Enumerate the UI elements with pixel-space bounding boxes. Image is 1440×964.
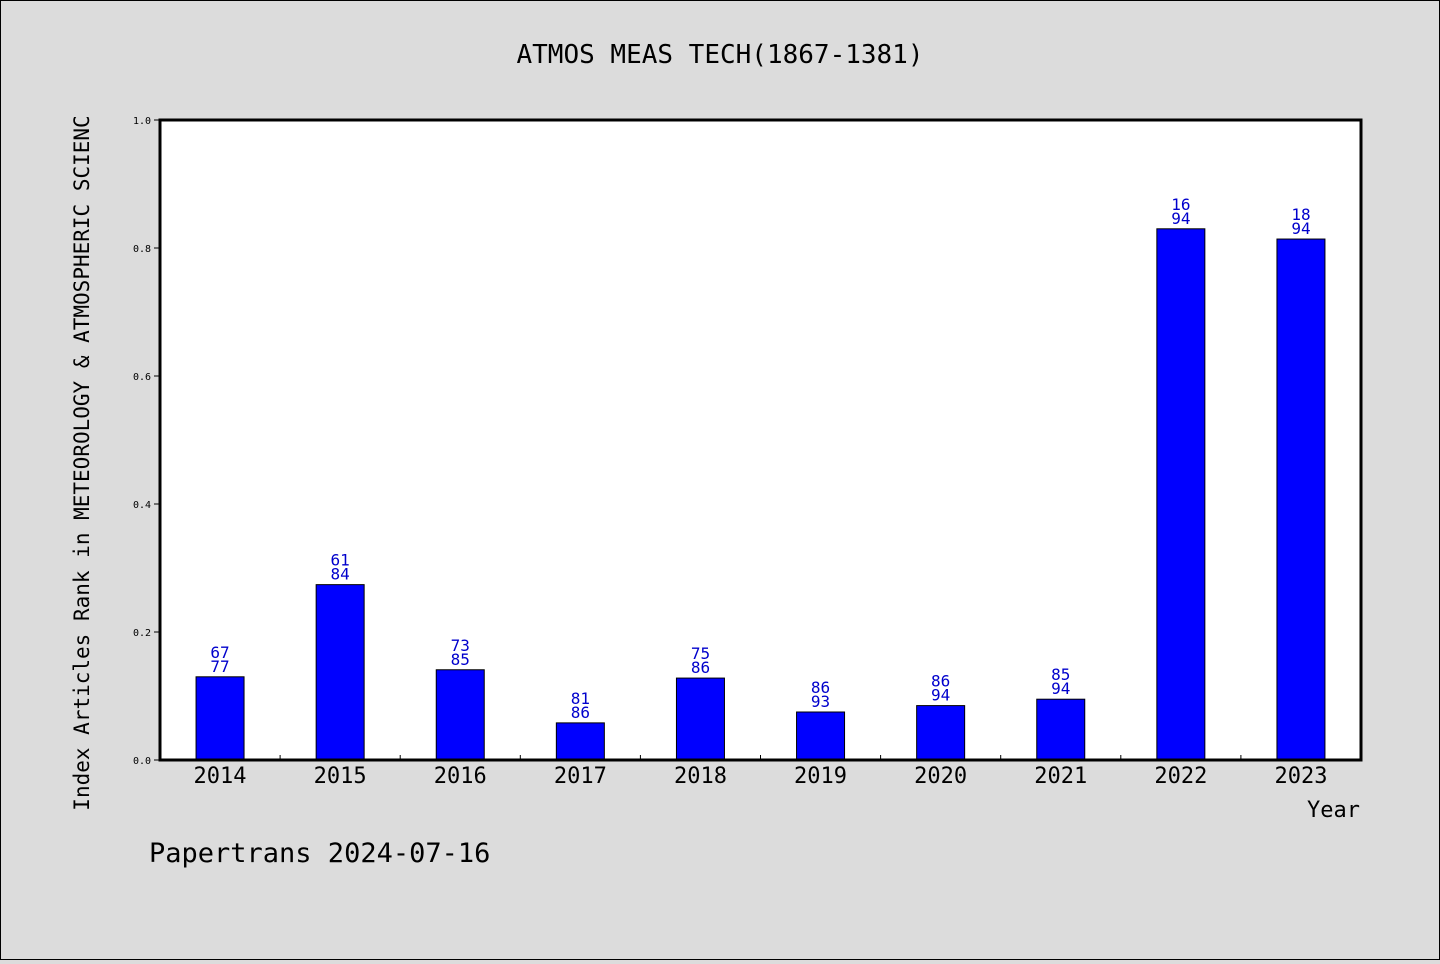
bar-label-top: 16 <box>1171 195 1190 214</box>
bar-label-bottom: 94 <box>931 686 950 705</box>
bar-label-bottom: 94 <box>1291 219 1310 238</box>
bar-2015 <box>315 584 365 761</box>
x-tick-label: 2021 <box>1034 764 1087 789</box>
x-tick-label: 2015 <box>314 764 367 789</box>
y-axis-label: Index Articles Rank in METEOROLOGY & ATM… <box>70 115 94 810</box>
bar-label-top: 86 <box>811 678 830 697</box>
x-axis-label: Year <box>1307 798 1360 823</box>
y-tick-label: 0.4 <box>133 500 151 511</box>
bar-2017 <box>555 722 605 761</box>
x-tick-label: 2018 <box>674 764 727 789</box>
bar-label-bottom: 84 <box>331 565 350 584</box>
bar-2018 <box>675 677 725 761</box>
bar-2020 <box>916 705 966 761</box>
x-tick-label: 2020 <box>914 764 967 789</box>
bar-label-top: 61 <box>331 551 350 570</box>
bar-label-bottom: 85 <box>451 650 470 669</box>
bar-label-top: 81 <box>571 689 590 708</box>
chart-title: ATMOS MEAS TECH(1867-1381) <box>517 40 924 70</box>
bar-2014 <box>195 676 245 761</box>
bar-label-top: 86 <box>931 672 950 691</box>
bar-label-bottom: 94 <box>1051 679 1070 698</box>
bar-label-top: 75 <box>691 644 710 663</box>
y-tick-label: 0.6 <box>133 372 151 383</box>
plot-area: 0.00.20.40.60.81.06777201461842015738520… <box>133 116 1363 789</box>
bar-2019 <box>796 711 846 761</box>
bar-label-top: 67 <box>210 643 229 662</box>
bar-2023 <box>1276 238 1326 761</box>
y-tick-label: 0.0 <box>133 756 151 767</box>
x-tick-label: 2017 <box>554 764 607 789</box>
bar-label-bottom: 86 <box>571 703 590 722</box>
bar-label-top: 18 <box>1291 205 1310 224</box>
x-tick-label: 2022 <box>1154 764 1207 789</box>
x-tick-label: 2019 <box>794 764 847 789</box>
bar-label-bottom: 77 <box>210 657 229 676</box>
bar-label-top: 73 <box>451 636 470 655</box>
x-tick-label: 2023 <box>1274 764 1327 789</box>
bar-label-bottom: 94 <box>1171 209 1190 228</box>
bar-2022 <box>1156 228 1206 761</box>
x-tick-label: 2016 <box>434 764 487 789</box>
y-tick-label: 0.8 <box>133 244 151 255</box>
bar-2016 <box>435 669 485 761</box>
y-tick-label: 0.2 <box>133 628 151 639</box>
y-tick-label: 1.0 <box>133 116 151 127</box>
bar-label-bottom: 93 <box>811 692 830 711</box>
bar-2021 <box>1036 698 1086 761</box>
x-tick-label: 2014 <box>194 764 247 789</box>
plot-frame <box>158 118 1363 762</box>
bar-label-bottom: 86 <box>691 658 710 677</box>
footer-credit: Papertrans 2024-07-16 <box>149 838 490 869</box>
bar-label-top: 85 <box>1051 665 1070 684</box>
